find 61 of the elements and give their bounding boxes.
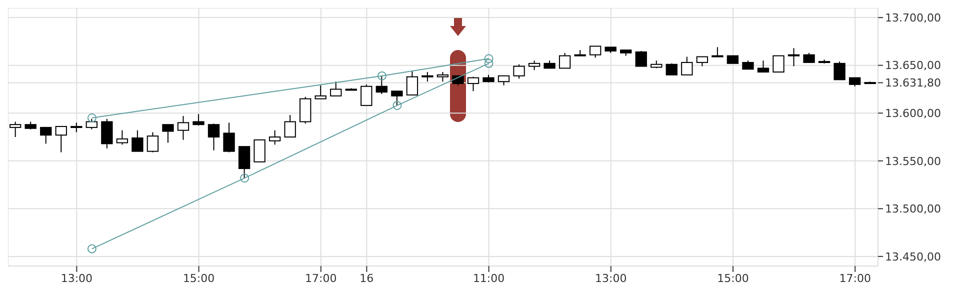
candlestick: [436, 72, 449, 82]
candlestick: [40, 126, 52, 144]
candlestick: [192, 114, 204, 126]
y-tick-label: 13.631,80: [885, 76, 941, 90]
candlestick: [696, 56, 708, 67]
y-tick-label: 13.450,00: [885, 250, 941, 264]
x-tick-label: 15:00: [182, 272, 215, 285]
candlestick: [360, 84, 372, 106]
candlestick: [788, 48, 800, 67]
candlestick: [406, 70, 418, 96]
y-tick-label: 13.550,00: [885, 154, 941, 168]
candlestick: [666, 62, 678, 76]
x-tick-label: 13:00: [595, 272, 627, 285]
point: [87, 113, 96, 122]
candlestick: [681, 56, 693, 76]
point: [484, 54, 494, 64]
candlestick: [70, 122, 82, 133]
point: [377, 71, 386, 80]
x-tick-label: 17:00: [839, 272, 871, 285]
candlestick: [116, 130, 128, 146]
candlestick: [284, 114, 296, 138]
x-tick-label: 15:00: [717, 272, 749, 285]
candlestick: [528, 60, 540, 71]
candlestick: [162, 124, 174, 144]
x-tick-label: 13:00: [60, 272, 93, 285]
candlestick: [558, 52, 571, 69]
candlestick: [314, 84, 326, 100]
y-tick-label: 13.600,00: [885, 107, 941, 120]
candlestick: [834, 61, 846, 80]
y-tick-label: 13.700,00: [885, 11, 941, 24]
x-tick-label: 11:00: [472, 272, 505, 285]
candlestick: [208, 123, 220, 151]
candlestick: [498, 75, 510, 86]
candlestick: [422, 72, 434, 82]
candlestick: [757, 60, 770, 73]
candlestick: [268, 130, 281, 146]
point: [484, 58, 494, 68]
candlestick: [513, 64, 525, 80]
candlestick: [146, 132, 159, 153]
candlestick: [300, 96, 312, 124]
candlestick: [772, 55, 784, 73]
x-tick-label: 16: [360, 272, 374, 285]
candlestick: [590, 46, 602, 58]
y-tick-label: 13.500,00: [885, 202, 941, 216]
candlestick: [132, 130, 144, 152]
candlestick: [803, 52, 815, 63]
candlestick: [254, 139, 266, 162]
candlestick: [223, 122, 235, 153]
candlestick: [635, 50, 647, 67]
point: [392, 100, 402, 110]
candlestick: [330, 81, 342, 96]
candlestick: [712, 46, 724, 58]
y-tick-label: 13.650,00: [885, 59, 941, 72]
candlestick: [10, 121, 22, 138]
candlestick: [101, 118, 113, 149]
candlestick: [55, 126, 67, 153]
point: [87, 244, 96, 254]
point: [240, 174, 250, 183]
candlestick: [177, 115, 190, 140]
candlestick: [467, 76, 480, 92]
x-tick-label: 17:00: [305, 272, 337, 285]
